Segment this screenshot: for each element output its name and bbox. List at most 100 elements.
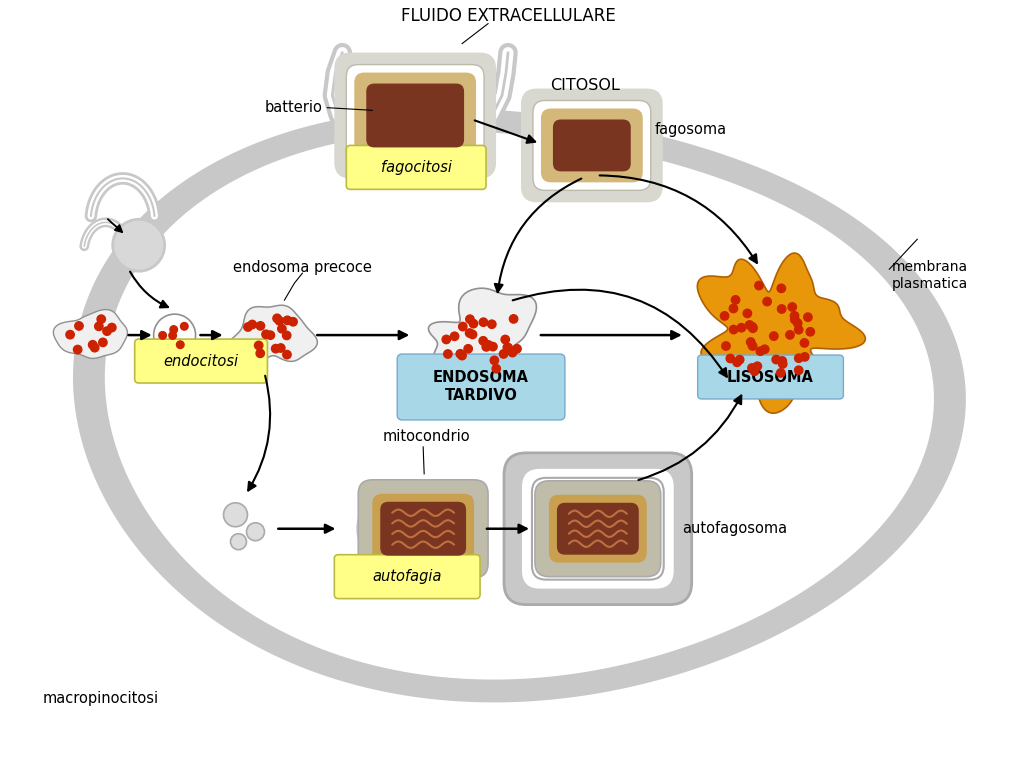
Circle shape [760,345,769,354]
Circle shape [103,327,112,335]
Circle shape [283,316,292,324]
Circle shape [256,349,264,357]
Circle shape [499,350,507,358]
Circle shape [450,332,458,341]
Polygon shape [104,131,934,680]
Circle shape [159,331,167,339]
Text: FLUIDO EXTRACELLULARE: FLUIDO EXTRACELLULARE [401,7,616,25]
FancyBboxPatch shape [504,453,692,604]
Circle shape [791,311,799,320]
FancyBboxPatch shape [541,108,642,183]
Circle shape [170,326,178,334]
Circle shape [247,523,265,541]
Circle shape [726,354,735,363]
Circle shape [779,357,787,365]
Circle shape [755,281,763,290]
Circle shape [95,322,103,331]
FancyBboxPatch shape [535,481,661,577]
FancyBboxPatch shape [557,503,638,555]
Circle shape [753,362,761,370]
Circle shape [749,342,757,351]
Polygon shape [356,480,465,577]
Circle shape [458,322,466,331]
Circle shape [720,311,728,320]
Circle shape [508,348,517,357]
Circle shape [729,304,738,313]
FancyBboxPatch shape [698,355,843,399]
Circle shape [738,324,746,332]
FancyArrowPatch shape [249,376,270,490]
Circle shape [806,328,814,336]
Circle shape [276,344,285,352]
Text: batterio: batterio [265,100,322,115]
FancyBboxPatch shape [335,555,480,598]
Circle shape [98,338,107,347]
Circle shape [107,324,116,332]
FancyArrowPatch shape [513,290,726,377]
Text: fagocitosi: fagocitosi [381,160,452,175]
Circle shape [223,503,248,527]
FancyBboxPatch shape [533,100,651,190]
Circle shape [795,354,803,362]
Circle shape [469,331,477,339]
Circle shape [482,343,490,351]
Circle shape [732,358,742,367]
Circle shape [97,315,105,324]
Polygon shape [53,310,128,358]
FancyBboxPatch shape [358,480,488,578]
Circle shape [791,315,799,324]
Circle shape [804,313,812,321]
Circle shape [489,342,497,351]
FancyBboxPatch shape [397,354,565,420]
Text: endosoma precoce: endosoma precoce [233,260,371,275]
Circle shape [444,350,452,358]
Polygon shape [429,288,536,392]
Circle shape [169,331,176,339]
Circle shape [89,341,97,349]
Polygon shape [226,305,317,361]
FancyBboxPatch shape [381,502,466,555]
Text: CITOSOL: CITOSOL [550,78,620,93]
Circle shape [795,366,803,374]
Circle shape [90,344,99,352]
Circle shape [748,364,756,372]
FancyBboxPatch shape [372,494,474,564]
FancyBboxPatch shape [532,478,664,580]
Circle shape [756,347,764,355]
Circle shape [751,367,759,376]
Circle shape [464,344,473,353]
Circle shape [786,331,794,339]
Circle shape [282,331,291,340]
Polygon shape [73,109,966,703]
FancyBboxPatch shape [366,84,464,147]
Circle shape [747,337,755,346]
Text: macropinocitosi: macropinocitosi [43,691,159,706]
Circle shape [255,341,263,350]
Text: ENDOSOMA
TARDIVO: ENDOSOMA TARDIVO [433,370,529,403]
Circle shape [492,364,500,373]
FancyBboxPatch shape [522,469,674,588]
Circle shape [488,320,496,328]
Circle shape [746,321,754,329]
Circle shape [180,322,188,330]
FancyBboxPatch shape [347,64,484,166]
Circle shape [769,332,779,341]
Circle shape [456,350,464,358]
Circle shape [763,298,771,306]
Circle shape [509,314,518,323]
Circle shape [776,369,785,377]
FancyBboxPatch shape [549,495,647,563]
Circle shape [490,356,498,364]
Circle shape [749,323,757,331]
Circle shape [153,314,195,356]
FancyBboxPatch shape [347,146,486,189]
Circle shape [795,325,803,334]
Circle shape [266,331,274,339]
Circle shape [772,355,781,364]
Circle shape [470,319,478,328]
Circle shape [288,318,298,326]
Circle shape [777,304,786,313]
Circle shape [277,324,286,333]
Circle shape [777,284,786,292]
Circle shape [788,303,797,311]
